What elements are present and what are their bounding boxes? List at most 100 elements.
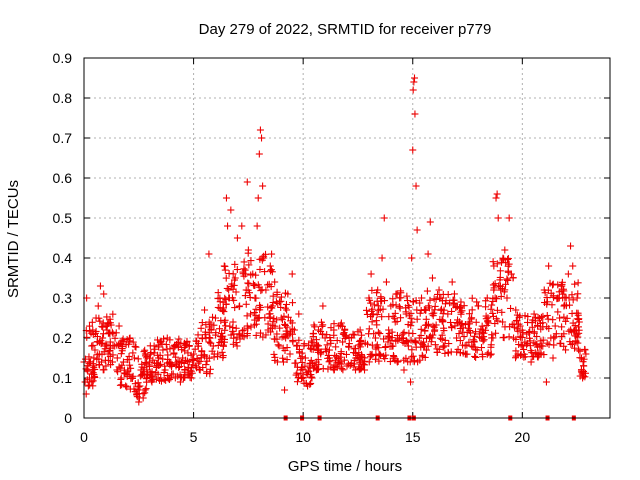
data-point: [256, 126, 264, 134]
data-point: [208, 347, 216, 355]
data-point: [229, 327, 237, 335]
data-point: [357, 351, 365, 359]
data-point: [201, 331, 209, 339]
data-point: [407, 378, 415, 386]
data-point: [512, 352, 520, 360]
data-point: [496, 267, 504, 275]
data-point: [92, 327, 100, 335]
data-point: [268, 250, 276, 258]
data-point: [511, 323, 519, 331]
data-point: [503, 294, 511, 302]
data-point: [300, 379, 308, 387]
data-point: [175, 363, 183, 371]
data-point: [499, 318, 507, 326]
data-point: [96, 282, 104, 290]
data-point: [174, 338, 182, 346]
data-point: [115, 322, 123, 330]
data-point: [478, 322, 486, 330]
data-point: [327, 324, 335, 332]
data-point: [358, 331, 366, 339]
data-point: [91, 346, 99, 354]
data-point: [450, 290, 458, 298]
x-tick-label: 5: [190, 429, 198, 445]
data-point: [539, 336, 547, 344]
data-point: [222, 194, 230, 202]
data-point: [281, 304, 289, 312]
data-point: [440, 324, 448, 332]
data-point: [502, 280, 510, 288]
data-point: [500, 334, 508, 342]
data-point: [489, 258, 497, 266]
data-point: [324, 351, 332, 359]
data-point: [206, 365, 214, 373]
data-point: [362, 306, 370, 314]
data-point: [377, 293, 385, 301]
data-point: [474, 302, 482, 310]
data-point: [214, 341, 222, 349]
data-point: [370, 330, 378, 338]
data-point: [176, 362, 184, 370]
data-point: [391, 356, 399, 364]
data-point: [246, 293, 254, 301]
data-point: [460, 302, 468, 310]
data-point: [281, 386, 289, 394]
data-point: [494, 214, 502, 222]
data-point: [493, 306, 501, 314]
data-point: [185, 370, 193, 378]
data-point: [412, 182, 420, 190]
data-point: [478, 350, 486, 358]
data-point: [411, 110, 419, 118]
data-point: [355, 366, 363, 374]
data-point: [571, 322, 579, 330]
data-point: [309, 329, 317, 337]
data-point: [460, 333, 468, 341]
data-point: [88, 318, 96, 326]
y-tick-label: 0.1: [53, 370, 73, 386]
data-point: [582, 350, 590, 358]
data-point: [395, 303, 403, 311]
data-point: [194, 331, 202, 339]
data-point: [488, 301, 496, 309]
data-point: [202, 361, 210, 369]
data-point: [291, 359, 299, 367]
data-point: [438, 305, 446, 313]
data-point: [505, 333, 513, 341]
data-point: [513, 311, 521, 319]
data-point: [197, 324, 205, 332]
data-point: [365, 325, 373, 333]
data-points: [80, 74, 590, 421]
data-point: [275, 342, 283, 350]
data-point: [288, 319, 296, 327]
data-point: [281, 321, 289, 329]
data-point: [170, 349, 178, 357]
data-point: [243, 178, 251, 186]
data-point: [256, 265, 264, 273]
data-point: [250, 321, 258, 329]
data-point: [505, 214, 513, 222]
data-point: [465, 310, 473, 318]
data-point: [428, 334, 436, 342]
data-point: [293, 369, 301, 377]
data-point: [270, 335, 278, 343]
data-point: [401, 339, 409, 347]
data-point: [549, 280, 557, 288]
data-point: [88, 342, 96, 350]
data-point: [473, 298, 481, 306]
data-point: [493, 260, 501, 268]
data-point: [271, 353, 279, 361]
data-point: [112, 329, 120, 337]
data-point: [370, 301, 378, 309]
data-point: [579, 358, 587, 366]
data-point: [201, 306, 209, 314]
data-point: [131, 388, 139, 396]
data-point: [545, 262, 553, 270]
data-point: [520, 345, 528, 353]
data-point: [461, 342, 469, 350]
data-point: [192, 337, 200, 345]
data-point: [483, 321, 491, 329]
data-point: [132, 343, 140, 351]
data-point: [482, 303, 490, 311]
data-point: [371, 334, 379, 342]
data-point: [307, 379, 315, 387]
data-point: [260, 252, 268, 260]
